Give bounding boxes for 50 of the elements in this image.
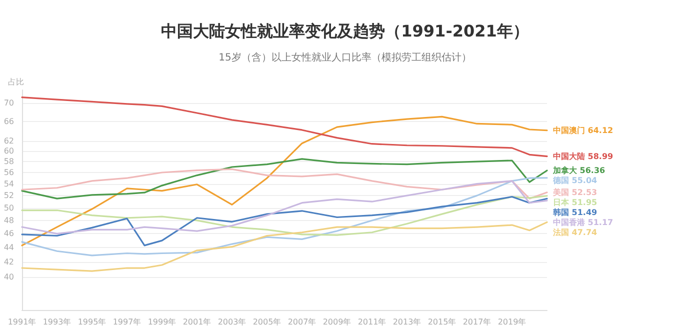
line-series bbox=[21, 195, 548, 236]
line-series bbox=[21, 96, 548, 158]
x-tick-label: 2001年 bbox=[182, 318, 212, 326]
x-tick-label: 2005年 bbox=[252, 318, 282, 326]
x-tick-label: 1997年 bbox=[112, 318, 142, 326]
x-tick-label: 2007年 bbox=[288, 318, 316, 326]
text: 韩国 51.49 bbox=[553, 208, 598, 217]
chart-subtitle: 15岁（含）以上女性就业人口比率（模拟劳工组织估计） bbox=[218, 52, 472, 64]
y-tick-label: 70 bbox=[4, 98, 14, 108]
line-series bbox=[21, 158, 548, 200]
chart-title: 中国大陆女性就业率变化及趋势（1991-2021年） bbox=[161, 22, 529, 40]
line-series bbox=[21, 168, 548, 200]
text: 中国澳门 64.12 bbox=[553, 126, 614, 135]
y-tick-label: 66 bbox=[4, 116, 14, 126]
x-tick-label: 2011年 bbox=[358, 318, 386, 326]
y-tick-label: 48 bbox=[4, 216, 14, 225]
y-tick-label: 58 bbox=[4, 157, 14, 166]
x-tick-label: 2009年 bbox=[322, 318, 352, 326]
y-tick-label: 56 bbox=[4, 168, 14, 177]
line-series bbox=[21, 196, 548, 246]
text: 德国 55.04 bbox=[553, 176, 598, 186]
text: 美国 52.53 bbox=[553, 188, 598, 197]
y-tick-label: 60 bbox=[4, 146, 14, 156]
y-axis-title: 占比 bbox=[8, 78, 24, 86]
x-tick-label: 1993年 bbox=[42, 318, 72, 326]
y-tick-label: 46 bbox=[4, 229, 14, 238]
y-tick-label: 50 bbox=[4, 203, 14, 212]
y-tick-label: 54 bbox=[4, 179, 14, 188]
x-tick-label: 1991年 bbox=[8, 318, 36, 326]
line-series bbox=[21, 177, 548, 256]
x-tick-label: 2015年 bbox=[428, 318, 456, 326]
x-tick-label: 2017年 bbox=[462, 318, 492, 326]
text: 中国香港 51.17 bbox=[553, 218, 614, 227]
x-tick-label: 2013年 bbox=[392, 318, 422, 326]
y-tick-label: 52 bbox=[4, 191, 14, 200]
y-tick-label: 40 bbox=[4, 272, 14, 282]
text: 中国大陆 58.99 bbox=[553, 152, 614, 161]
line-series bbox=[21, 180, 548, 235]
text: 加拿大 56.36 bbox=[553, 166, 606, 176]
line-series bbox=[21, 116, 548, 246]
text: 法国 47.74 bbox=[553, 228, 598, 237]
x-tick-label: 2003年 bbox=[218, 318, 246, 326]
x-tick-label: 1999年 bbox=[148, 318, 176, 326]
text: 日本 51.95 bbox=[553, 198, 598, 207]
x-tick-label: 2019年 bbox=[498, 318, 526, 326]
y-tick-label: 44 bbox=[4, 243, 14, 252]
x-tick-label: 1995年 bbox=[78, 318, 106, 326]
y-tick-label: 42 bbox=[4, 258, 14, 267]
line-series bbox=[21, 221, 548, 272]
y-tick-label: 62 bbox=[4, 136, 14, 146]
